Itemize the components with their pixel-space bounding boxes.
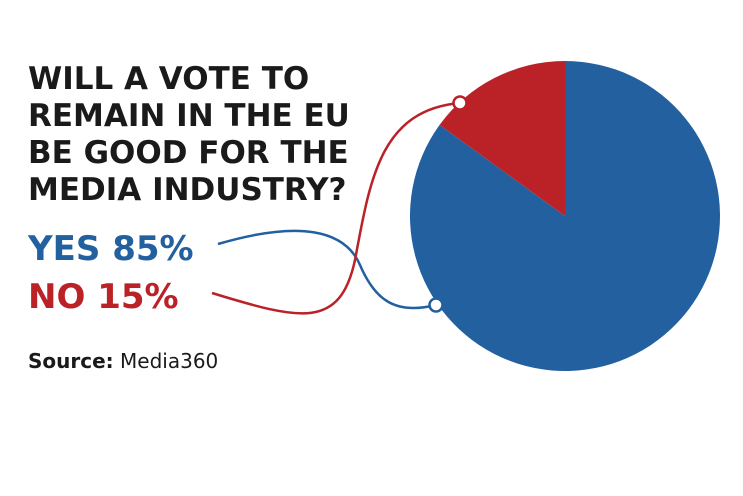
connector-dot-yes (428, 297, 444, 313)
connector-line-yes (217, 229, 437, 310)
source-value: Media360 (120, 349, 219, 373)
connector-dot-no (452, 95, 468, 111)
connector-line-no (211, 101, 461, 315)
title-line: WILL A VOTE TO (28, 61, 310, 97)
legend-label-no: NO (28, 277, 86, 317)
legend-entry-no: NO 15% (28, 277, 179, 317)
chart-title: WILL A VOTE TO REMAIN IN THE EU BE GOOD … (28, 61, 408, 209)
title-line: BE GOOD FOR THE (28, 135, 349, 171)
legend-value-yes: 85% (112, 229, 194, 269)
legend-entry-yes: YES 85% (28, 229, 194, 269)
legend-label-yes: YES (28, 229, 101, 269)
source-note: Source: Media360 (28, 349, 218, 373)
source-label: Source: (28, 349, 114, 373)
title-line: REMAIN IN THE EU (28, 98, 350, 134)
pie-slice-no (439, 60, 565, 216)
title-line: MEDIA INDUSTRY? (28, 172, 347, 208)
legend-value-no: 15% (97, 277, 179, 317)
